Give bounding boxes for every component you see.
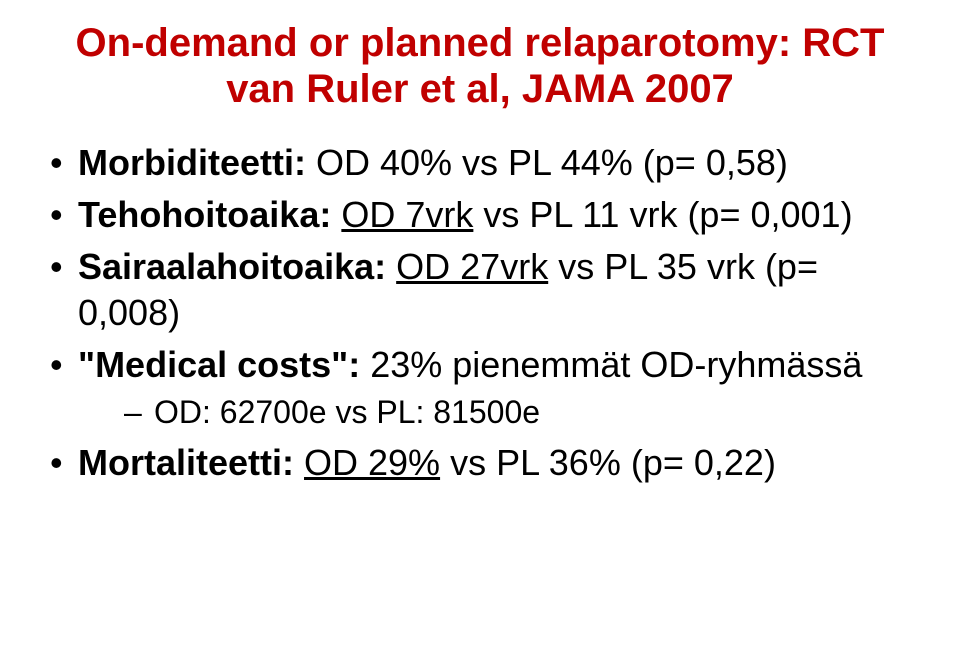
bullet-underlined: OD 29%	[304, 442, 440, 483]
bullet-sairaalahoitoaika: Sairaalahoitoaika: OD 27vrk vs PL 35 vrk…	[44, 244, 920, 336]
slide-title: On-demand or planned relaparotomy: RCT v…	[40, 20, 920, 112]
bullet-list: Morbiditeetti: OD 40% vs PL 44% (p= 0,58…	[40, 140, 920, 486]
bullet-text: vs PL 11 vrk (p= 0,001)	[473, 194, 852, 235]
bullet-underlined: OD 7vrk	[341, 194, 473, 235]
bullet-label: "Medical costs":	[78, 344, 360, 385]
bullet-mortaliteetti: Mortaliteetti: OD 29% vs PL 36% (p= 0,22…	[44, 440, 920, 486]
bullet-text: OD 40% vs PL 44% (p= 0,58)	[306, 142, 788, 183]
sub-bullet-text: OD: 62700e vs PL: 81500e	[154, 394, 540, 430]
title-line-1: On-demand or planned relaparotomy: RCT	[40, 20, 920, 66]
slide: On-demand or planned relaparotomy: RCT v…	[0, 0, 960, 653]
bullet-tehohoitoaika: Tehohoitoaika: OD 7vrk vs PL 11 vrk (p= …	[44, 192, 920, 238]
bullet-underlined: OD 27vrk	[396, 246, 548, 287]
bullet-label: Mortaliteetti:	[78, 442, 294, 483]
bullet-text: vs PL 36% (p= 0,22)	[440, 442, 776, 483]
title-line-2: van Ruler et al, JAMA 2007	[40, 66, 920, 112]
bullet-medical-costs: "Medical costs": 23% pienemmät OD-ryhmäs…	[44, 342, 920, 434]
bullet-label: Tehohoitoaika:	[78, 194, 331, 235]
bullet-label: Sairaalahoitoaika:	[78, 246, 386, 287]
bullet-text: 23% pienemmät OD-ryhmässä	[360, 344, 862, 385]
bullet-label: Morbiditeetti:	[78, 142, 306, 183]
bullet-morbiditeetti: Morbiditeetti: OD 40% vs PL 44% (p= 0,58…	[44, 140, 920, 186]
sub-bullet-costs: OD: 62700e vs PL: 81500e	[78, 392, 920, 434]
